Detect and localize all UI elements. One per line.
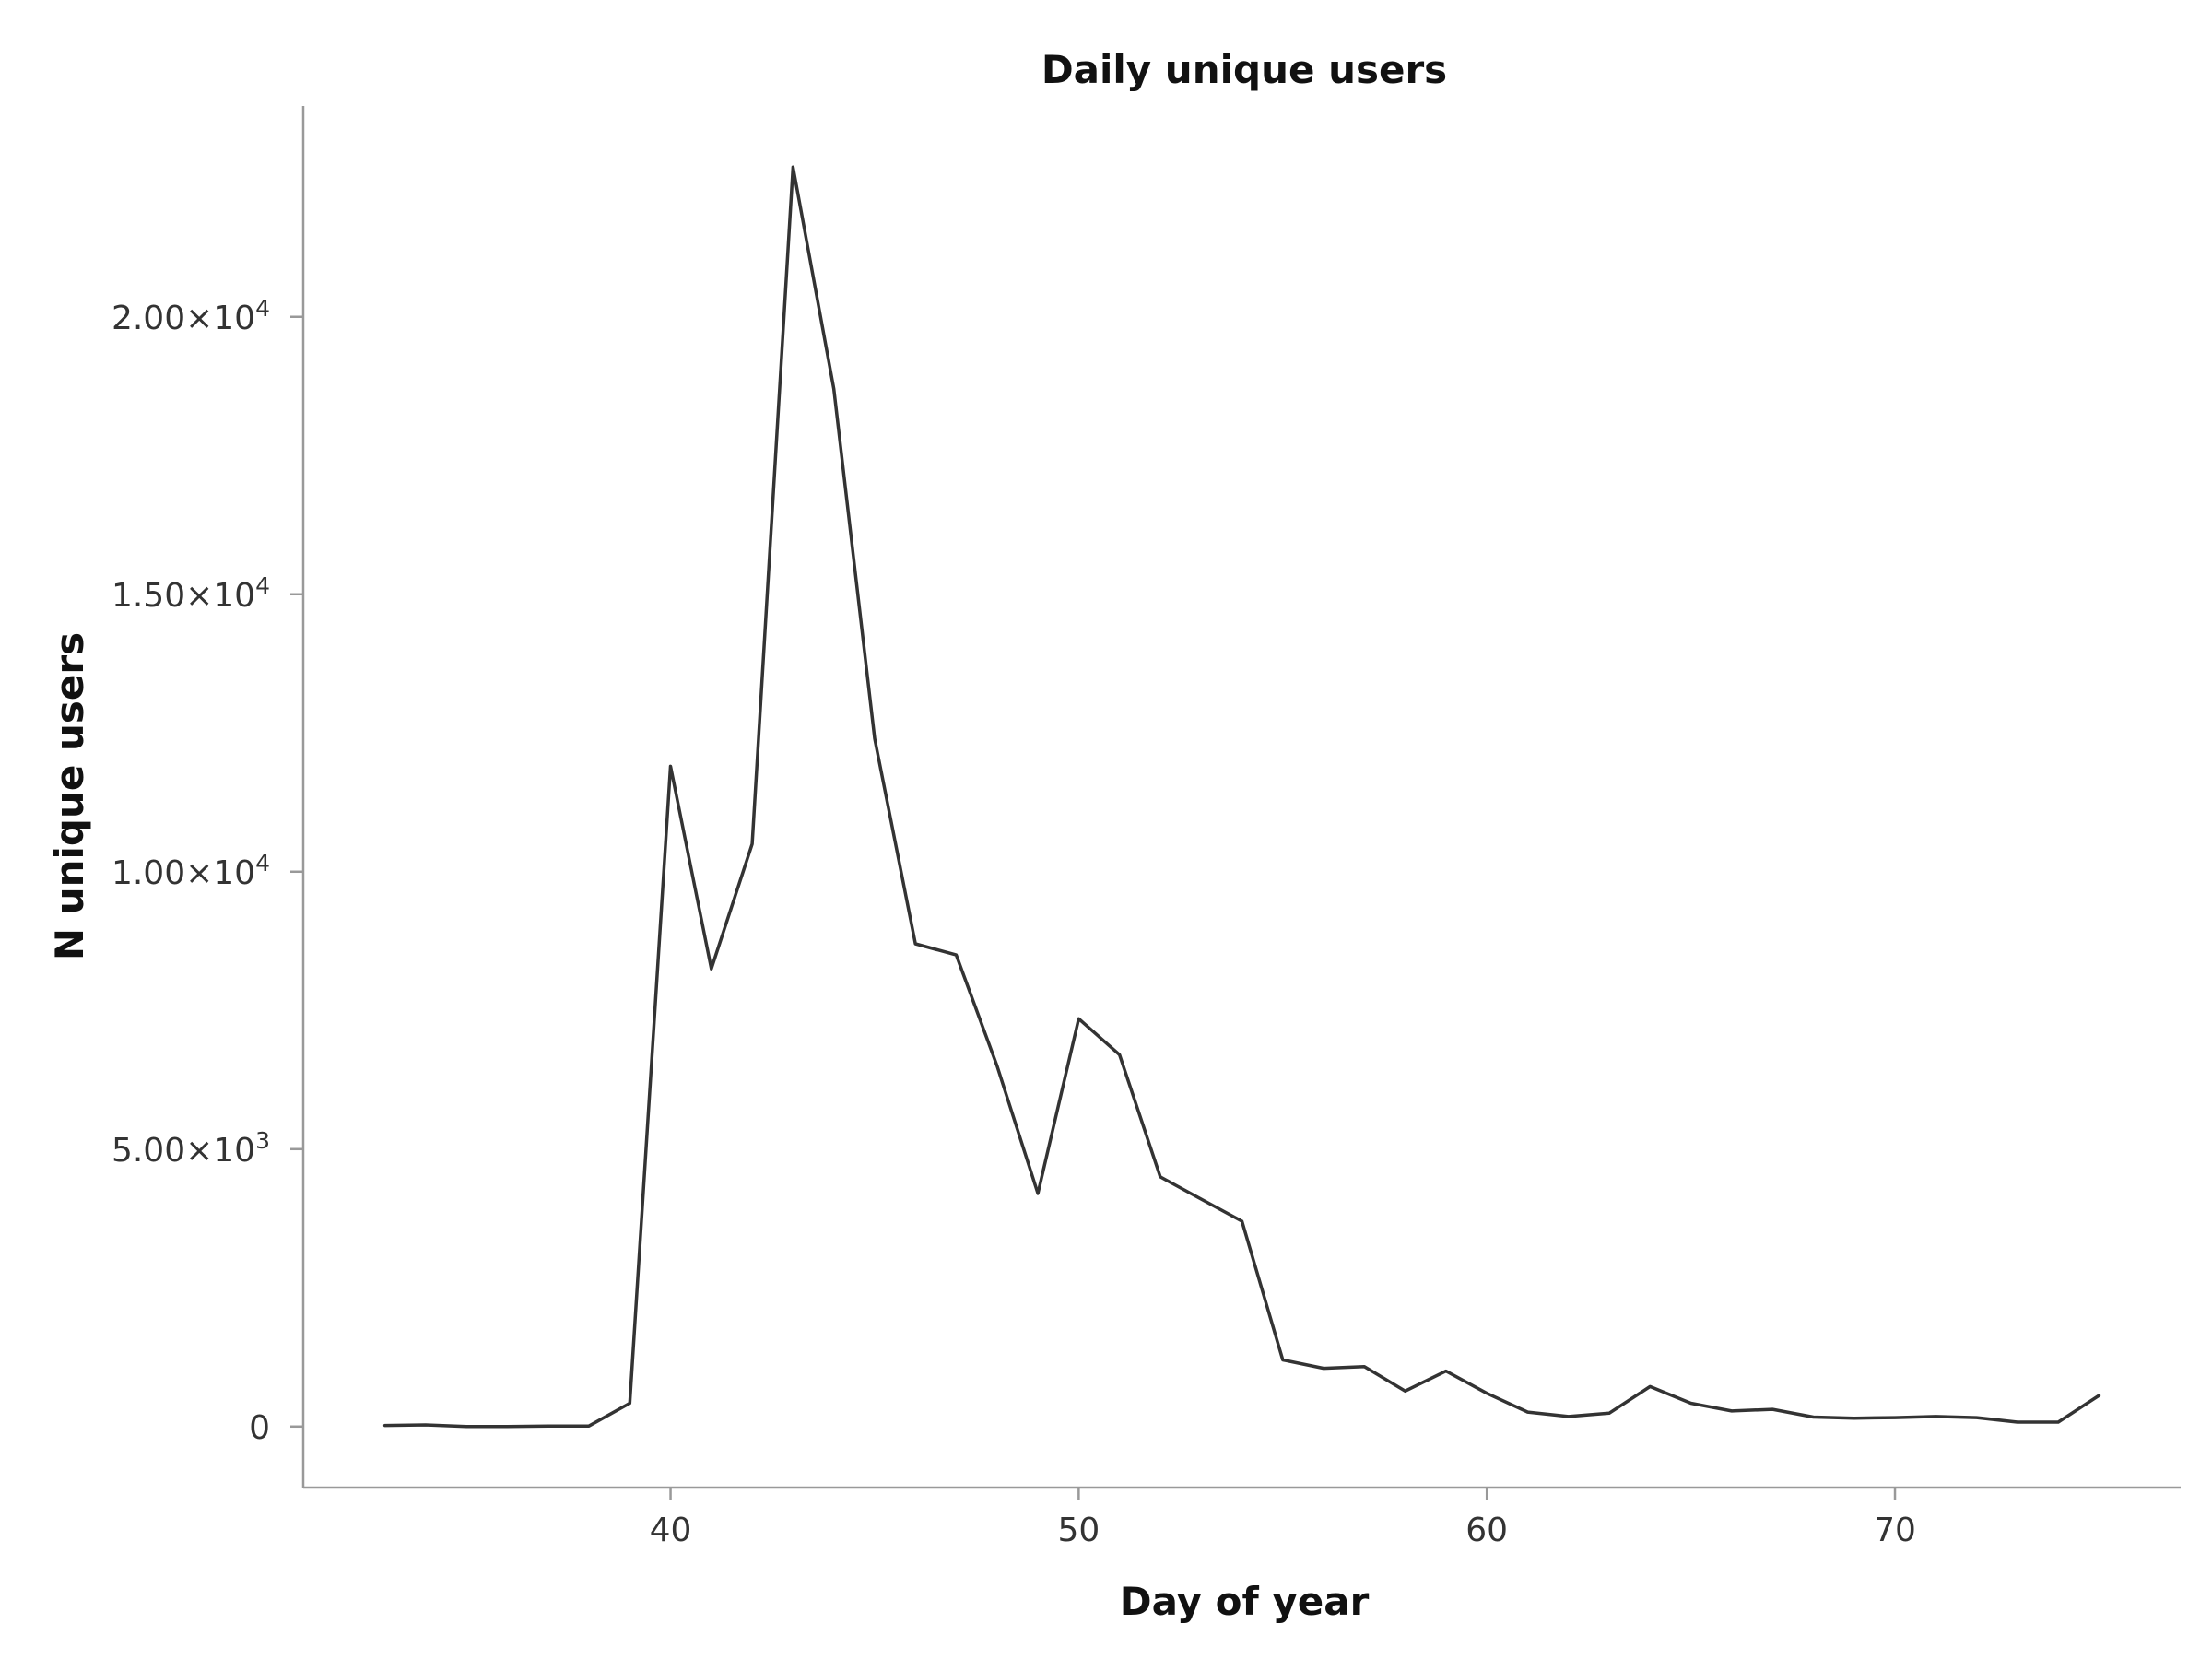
x-tick-label: 70 [1874, 1512, 1916, 1549]
y-tick-label: 2.00×104 [112, 295, 270, 337]
x-tick-label: 50 [1057, 1512, 1100, 1549]
series-group [382, 165, 2101, 1429]
y-axis-label: N unique users [47, 632, 92, 960]
y-tick-label: 1.00×104 [112, 850, 270, 892]
x-tick-label: 60 [1465, 1512, 1508, 1549]
x-axis-label: Day of year [1120, 1579, 1370, 1624]
chart-title: Daily unique users [1041, 47, 1447, 92]
y-tick-label: 0 [249, 1409, 270, 1447]
y-axis: 0 5.00×103 1.00×104 1.50×104 2.00×104 [112, 106, 305, 1488]
x-tick-label: 40 [650, 1512, 692, 1549]
y-tick-label: 5.00×103 [112, 1127, 270, 1170]
y-tick-label: 1.50×104 [112, 572, 270, 615]
x-axis: 40 50 60 70 [303, 1486, 2181, 1549]
series-line [382, 165, 2101, 1429]
